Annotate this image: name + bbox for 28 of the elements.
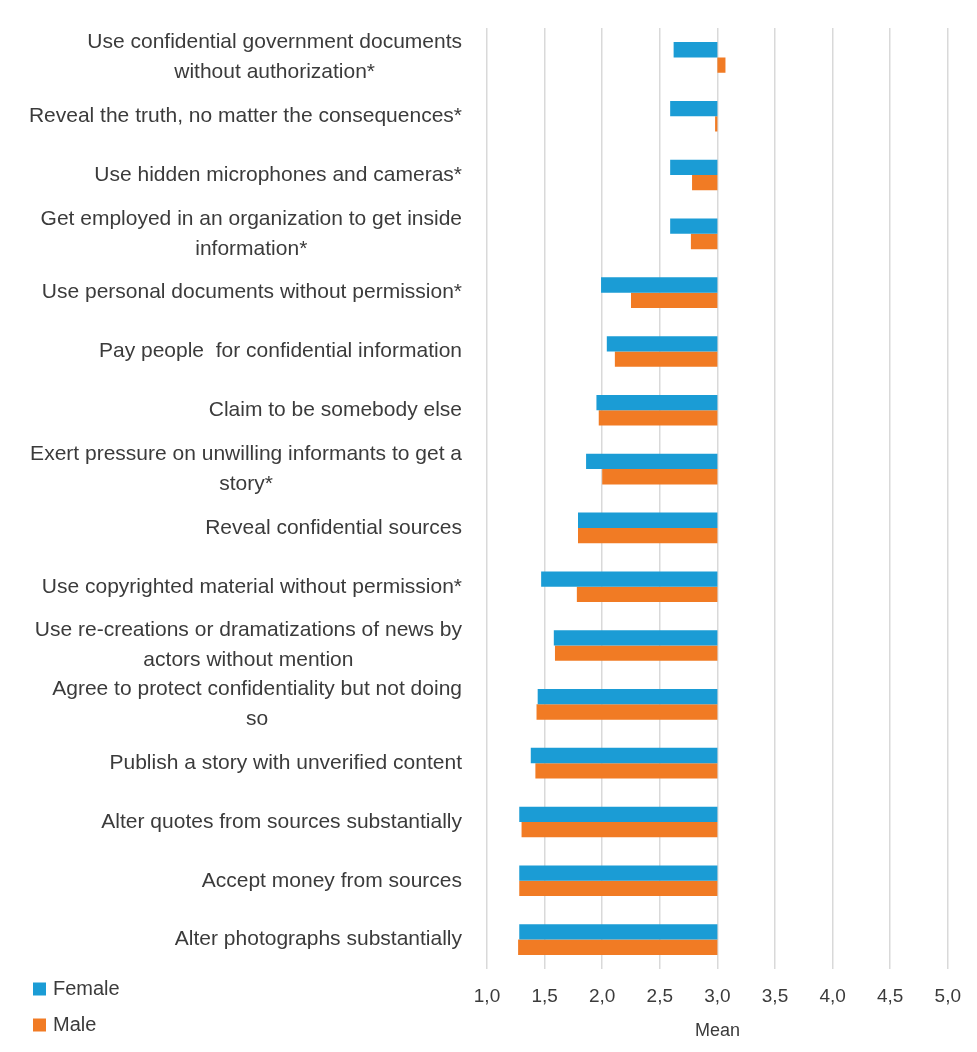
x-tick-label: 3,0 — [704, 984, 731, 1006]
y-tick-label: Alter photographs substantially — [174, 926, 463, 950]
y-tick-label: Use personal documents without permission* — [41, 279, 463, 303]
x-tick-label: 4,0 — [819, 984, 846, 1006]
y-tick-label: Reveal the truth, no matter the consequences* — [28, 103, 463, 127]
y-tick-label: Alter quotes from sources substantially — [101, 808, 463, 832]
x-tick-label: 2,5 — [646, 984, 674, 1006]
y-tick-label: Use re-creations or dramatizations of news by actors without mention — [34, 617, 463, 671]
legend-label: Female — [53, 976, 120, 999]
x-tick-label: 5,0 — [934, 984, 961, 1006]
y-tick-label: Pay people for confidential information — [98, 338, 463, 362]
y-tick-label: Exert pressure on unwilling informants to get a story* — [30, 440, 463, 494]
y-tick-label: Reveal confidential sources — [205, 514, 462, 538]
y-tick-label: Use hidden microphones and cameras* — [94, 161, 463, 185]
y-tick-label: Use confidential government documents without authorization* — [87, 29, 463, 83]
y-tick-label: Use copyrighted material without permission* — [41, 573, 462, 597]
x-tick-label: 4,5 — [876, 984, 904, 1006]
legend-label: Male — [53, 1012, 97, 1035]
y-tick-label: Agree to protect confidentiality but not doing so — [52, 676, 463, 730]
x-tick-label: 1,5 — [531, 984, 558, 1006]
y-tick-label: Publish a story with unverified content — [109, 749, 463, 773]
x-tick-label: 1,0 — [473, 984, 501, 1006]
y-tick-label: Get employed in an organization to get inside information* — [40, 205, 462, 259]
y-tick-label: Claim to be somebody else — [208, 397, 462, 421]
x-tick-label: 3,5 — [761, 984, 789, 1006]
x-axis-title: Mean — [694, 1020, 740, 1041]
x-tick-label: 2,0 — [588, 984, 616, 1006]
y-tick-label: Accept money from sources — [201, 867, 462, 891]
